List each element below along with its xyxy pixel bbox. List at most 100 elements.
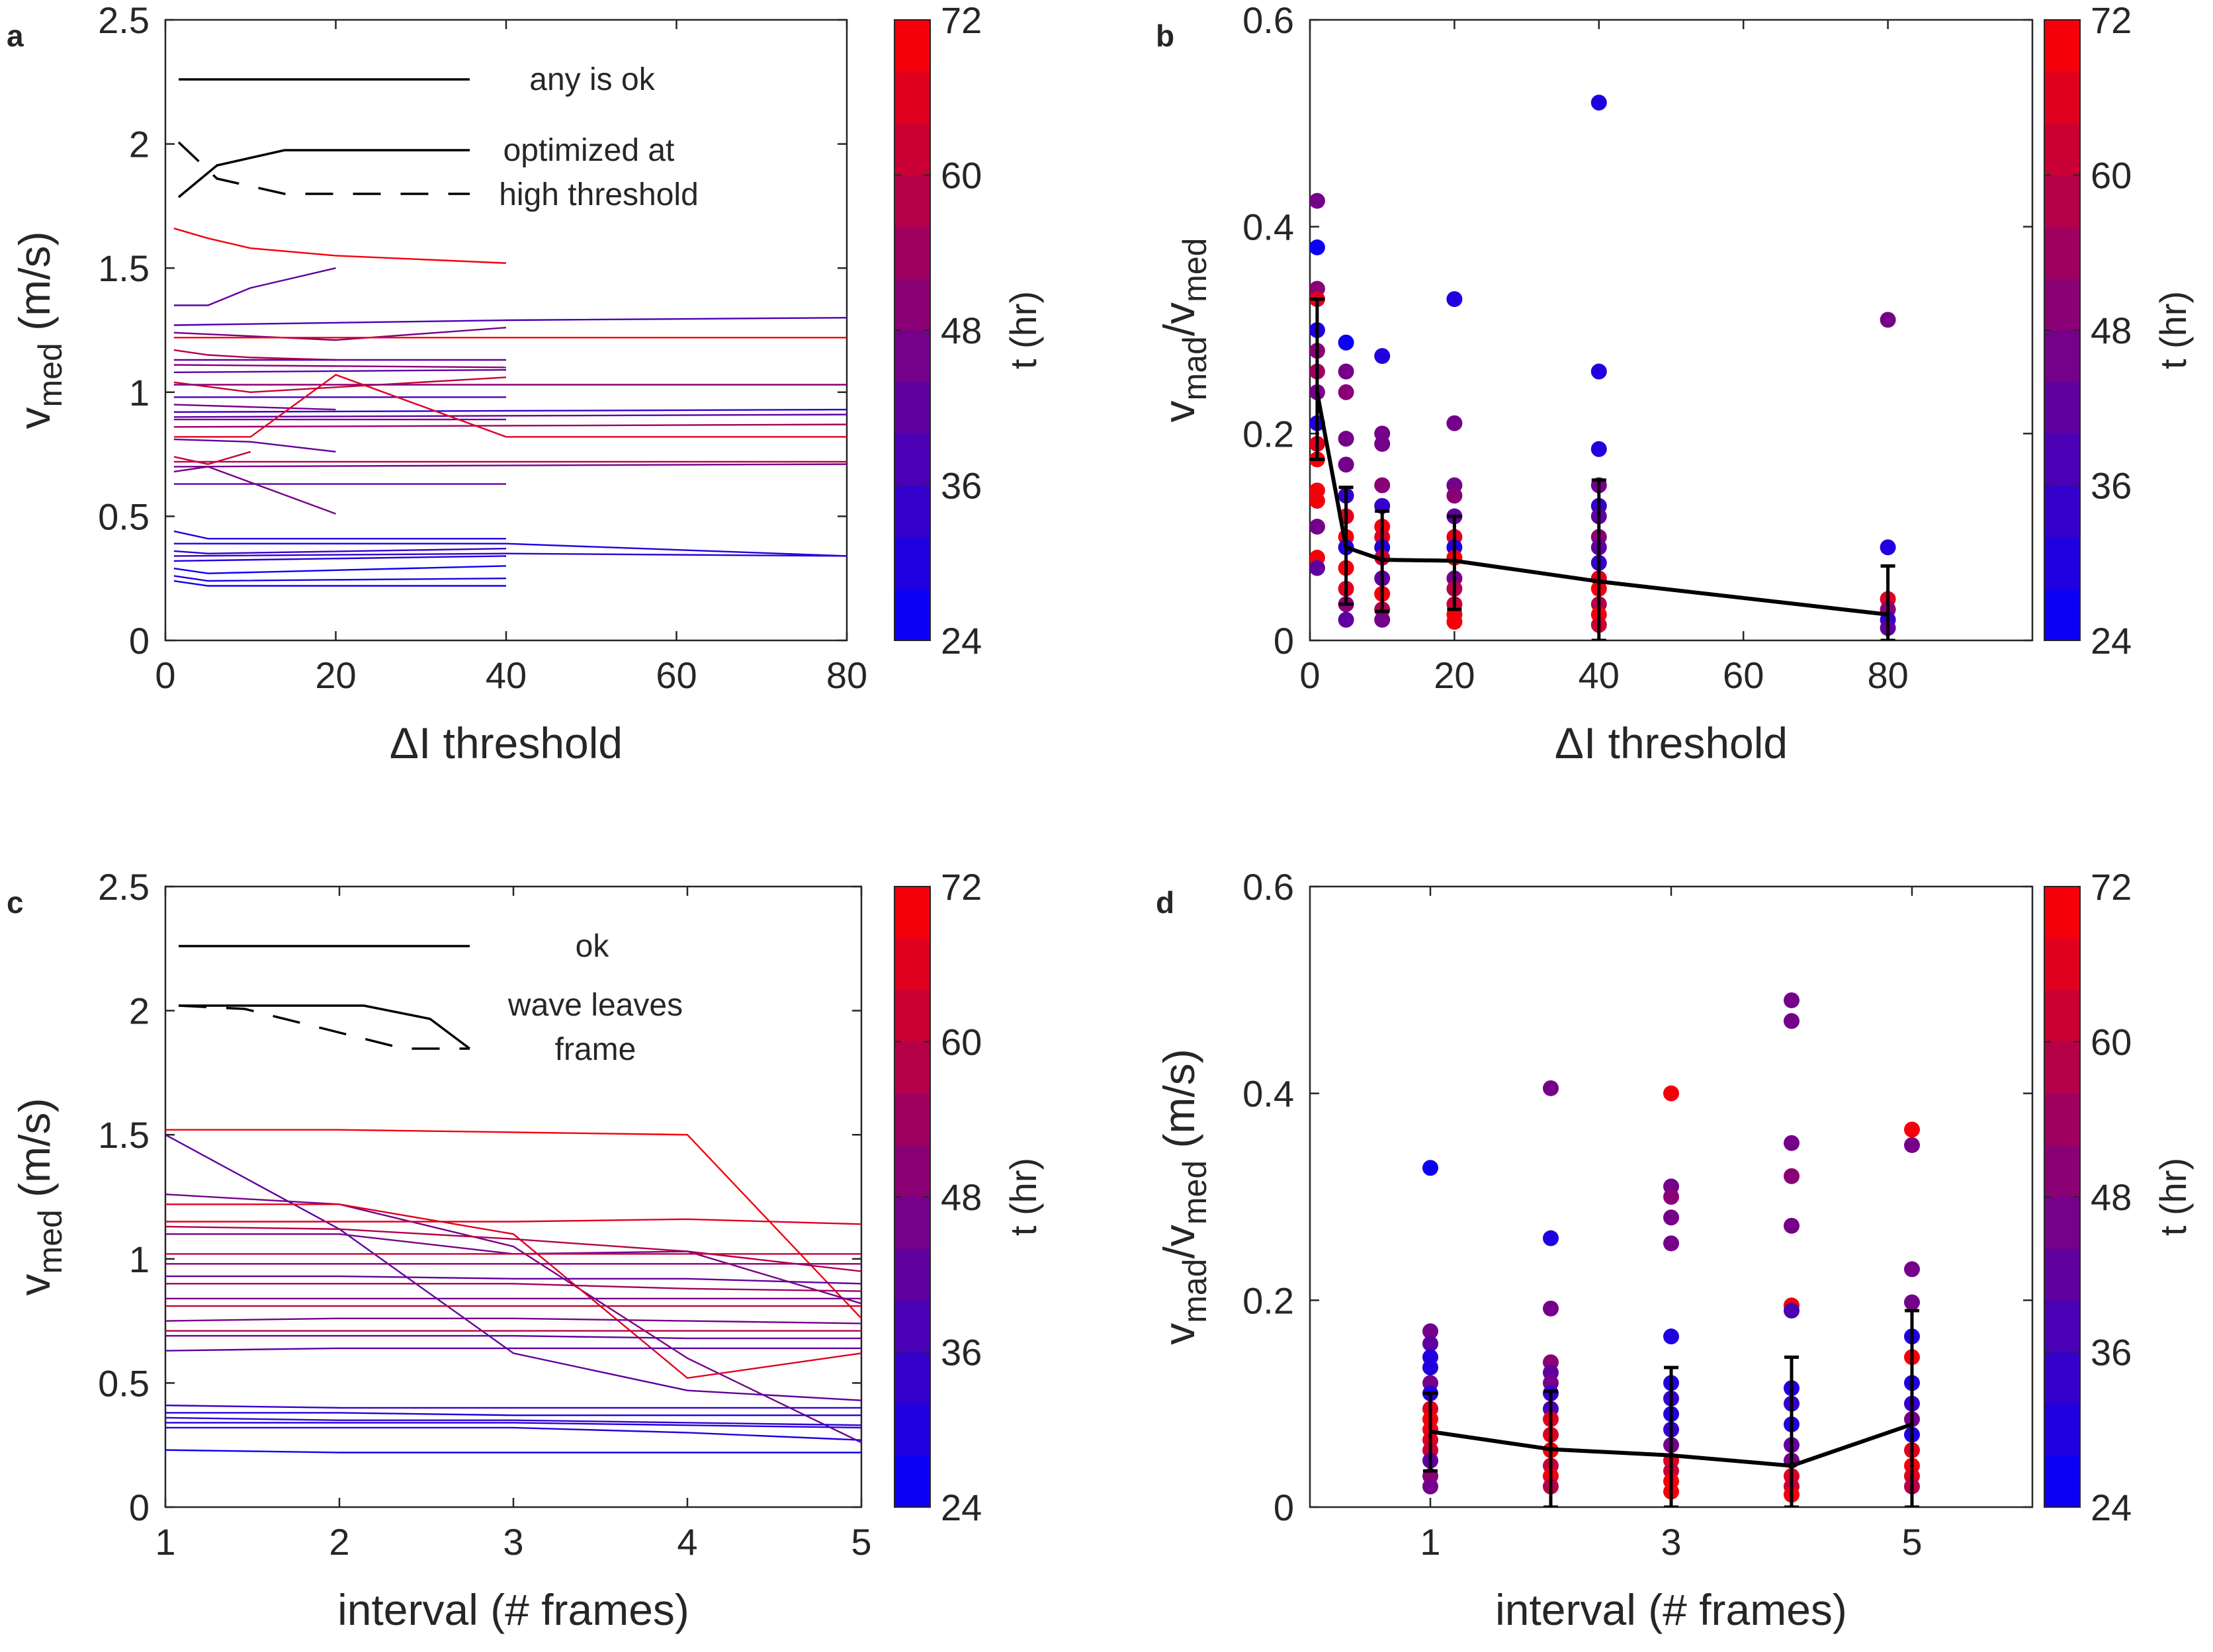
x-tick-label: 80 [826, 654, 867, 696]
x-tick-label: 80 [1867, 654, 1908, 696]
colorbar-band [894, 938, 930, 990]
colorbar-band [894, 175, 930, 228]
series-line [173, 364, 507, 369]
colorbar-band [2044, 485, 2080, 538]
mean-line [1430, 1422, 1913, 1468]
scatter-point [1374, 611, 1391, 628]
scatter-point [1338, 384, 1354, 400]
x-tick-label: 40 [486, 654, 527, 696]
legend-label: any is ok [529, 62, 655, 97]
legend-label: high threshold [499, 177, 699, 212]
colorbar-tick-label: 72 [2091, 866, 2132, 908]
legend: ok wave leaves frame [178, 929, 683, 1067]
y-tick-label: 0 [129, 620, 150, 662]
legend-curve-solid [177, 149, 470, 198]
x-tick-label: 0 [1299, 654, 1320, 696]
colorbar-tick-label: 72 [2091, 0, 2132, 41]
colorbar-band [2044, 330, 2080, 382]
scatter-point [1904, 1121, 1920, 1138]
series-line [165, 1426, 861, 1441]
series-line [173, 463, 847, 468]
panel-letter: b [1156, 19, 1174, 53]
series-line [165, 1449, 861, 1454]
series-line [173, 438, 336, 453]
colorbar-band [2044, 1197, 2080, 1249]
y-tick-label: 0 [1274, 620, 1294, 662]
colorbar-band [894, 1145, 930, 1197]
panel-letter: a [7, 19, 24, 53]
colorbar-band [2044, 1300, 2080, 1353]
scatter-point [1422, 1335, 1438, 1352]
scatter-point [1663, 1209, 1679, 1226]
colorbar-band [2044, 1352, 2080, 1405]
x-tick-label: 5 [851, 1521, 871, 1563]
y-label-main: v [1154, 400, 1203, 422]
scatter-point [1338, 363, 1354, 380]
colorbar-band [894, 20, 930, 72]
series-line [173, 327, 507, 341]
x-axis-label: ΔI threshold [1555, 718, 1788, 767]
y-tick-label: 1.5 [98, 247, 150, 289]
axes-box [164, 885, 863, 1508]
colorbar-tick-label: 60 [941, 1022, 982, 1063]
series-line [173, 376, 507, 394]
colorbar-label: t (hr) [1002, 1158, 1044, 1236]
y-tick-label: 0.2 [1242, 1280, 1294, 1321]
scatter-point [1663, 1085, 1679, 1102]
colorbar-tick-label: 60 [2091, 1022, 2132, 1063]
series-line [173, 530, 506, 540]
y-tick-label: 0.5 [98, 1362, 150, 1404]
colorbar-tick-label: 36 [941, 465, 982, 507]
colorbar-tick-label: 48 [941, 1176, 982, 1218]
scatter-point [1422, 1160, 1438, 1176]
scatter-point [1880, 539, 1896, 556]
legend-label: optimized at [503, 133, 675, 168]
x-tick-label: 3 [1661, 1521, 1681, 1563]
y-tick-label: 2.5 [98, 866, 150, 908]
panel-letter: d [1156, 885, 1174, 920]
series-line [165, 1334, 861, 1340]
colorbar-band [2044, 1093, 2080, 1146]
panel-a: a 0 20 40 60 80 0 0.5 1 1.5 2 2.5 ΔI threshold vmed (… [7, 0, 1044, 767]
series-line [173, 413, 847, 418]
scatter-point [1543, 1230, 1559, 1246]
colorbar-band [2044, 278, 2080, 331]
y-label-sub: med [32, 343, 69, 407]
scatter-point [1543, 1300, 1559, 1317]
scatter-point [1784, 1013, 1800, 1029]
y-label-mid: /v [1154, 1225, 1203, 1258]
colorbar-band [2044, 1248, 2080, 1301]
colorbar-tick-label: 36 [941, 1332, 982, 1373]
scatter-point [1590, 95, 1607, 111]
legend-label: wave leaves [507, 988, 683, 1023]
series-line [165, 1275, 861, 1285]
colorbar-label: t (hr) [2152, 291, 2194, 369]
colorbar-band [894, 1197, 930, 1249]
colorbar-label: t (hr) [2152, 1158, 2194, 1236]
scatter-point [1880, 312, 1896, 328]
y-label-sub: mad [1176, 336, 1213, 400]
scatter-point [1446, 415, 1463, 431]
panel-d: d 1 3 5 0 0.2 0.4 0.6 interval (# frames) vmad/vm… [1154, 866, 2194, 1634]
scatter-point [1338, 611, 1354, 628]
colorbar-band [2044, 175, 2080, 228]
scatter-point [1784, 1135, 1800, 1151]
scatter-point [1784, 1302, 1800, 1319]
y-tick-label: 1.5 [98, 1114, 150, 1156]
plot-area [173, 228, 847, 587]
y-tick-label: 0.2 [1242, 413, 1294, 455]
series-line [173, 423, 847, 428]
scatter-point [1663, 1328, 1679, 1345]
colorbar-band [894, 1455, 930, 1508]
plot-area [1310, 95, 1896, 640]
colorbar-band [2044, 226, 2080, 279]
y-tick-label: 0 [1274, 1487, 1294, 1528]
series-line [165, 1347, 861, 1352]
y-tick-label: 2.5 [98, 0, 150, 41]
colorbar-band [894, 71, 930, 124]
scatter-point [1446, 291, 1463, 308]
series-line [173, 580, 506, 587]
y-label-unit: (m/s) [1154, 1049, 1203, 1160]
scatter-point [1904, 1137, 1920, 1153]
